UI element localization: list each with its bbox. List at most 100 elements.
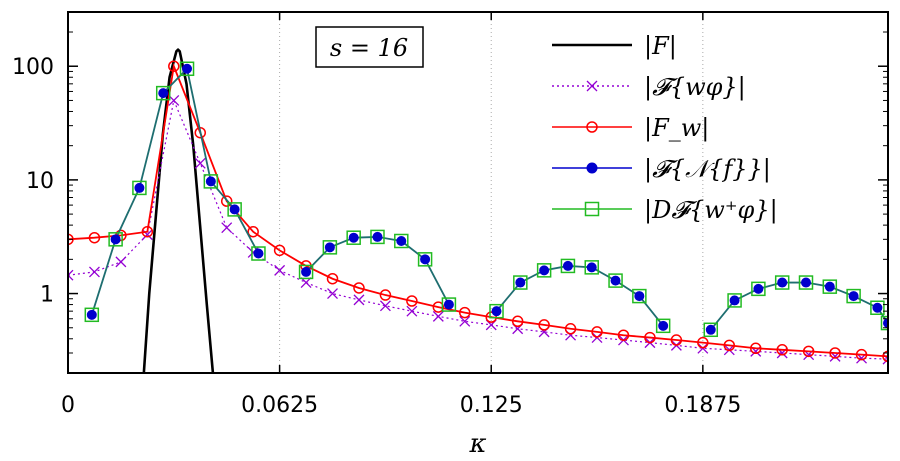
- series-Fw-point: [88, 231, 101, 244]
- series-FNf-point: [372, 231, 383, 242]
- series-Fw-point: [353, 282, 365, 294]
- series-FNf-point: [134, 182, 145, 193]
- series-DFw-point: [251, 246, 266, 261]
- series-DFw-point: [513, 275, 528, 290]
- y-tick-label-1: 10: [26, 169, 54, 194]
- series-FNf-point: [848, 291, 859, 302]
- series-FNf-point: [801, 277, 811, 288]
- series-DFw-point: [179, 61, 195, 77]
- series-DFw-point: [584, 260, 599, 275]
- series-Fw-point: [379, 289, 392, 301]
- series-FNf-point: [610, 275, 621, 286]
- series-FNf-point: [883, 318, 888, 329]
- series-FNf-point: [229, 204, 240, 215]
- series-Fw-point: [723, 339, 736, 352]
- series-FNf-point: [253, 248, 264, 259]
- series-Fw-point: [776, 344, 788, 356]
- series-Fw-point: [564, 323, 577, 335]
- series-DFw-point: [703, 322, 719, 338]
- series-FNf-point: [705, 324, 716, 335]
- series-DFw-point: [774, 275, 790, 290]
- series-DFw-point: [155, 85, 171, 101]
- series-DFw-point: [822, 279, 838, 294]
- series-Fw-point: [802, 345, 815, 358]
- legend-label-2: |F_w|: [644, 114, 709, 143]
- series-Fw-point: [829, 347, 841, 359]
- series-DFw-point: [751, 281, 766, 297]
- y-tick-label-2: 100: [12, 55, 54, 80]
- series-layer: [68, 48, 888, 373]
- series-FNf-point: [586, 262, 597, 273]
- series-DFw-point: [417, 252, 433, 267]
- series-Fw-point: [168, 60, 180, 72]
- series-DFw-point: [298, 264, 314, 280]
- series-Fwphi-point: [406, 305, 418, 317]
- series-Fw-point: [432, 301, 445, 313]
- legend-label-1: |𝓕{wφ}|: [644, 73, 746, 102]
- series-DFw-point: [880, 315, 888, 331]
- series-Fw-point: [617, 329, 630, 341]
- series-DFw-point: [132, 180, 147, 196]
- series-FNf-point: [182, 63, 193, 74]
- legend: |F| |𝓕{wφ}| |F_w| |𝓕{𝒩{f}}| |D𝓕{w⁺φ}|: [552, 32, 778, 225]
- legend-label-3: |𝓕{𝒩{f}}|: [644, 155, 771, 184]
- series-DFw-point: [203, 174, 219, 189]
- series-DFw-point: [870, 300, 885, 316]
- series-FNf-point: [539, 265, 550, 276]
- series-Fw-point: [273, 244, 286, 257]
- x-tick-label-3: 0.1875: [664, 393, 741, 418]
- series-FNf-point: [872, 302, 883, 313]
- series-FNf-point: [562, 260, 573, 271]
- legend-marker-3: [586, 162, 598, 174]
- annotation-frame: [315, 26, 424, 68]
- plot-frame: [67, 11, 889, 374]
- series-Fw-point: [538, 319, 550, 331]
- series-FNf-point: [777, 277, 788, 288]
- series-Fw-point: [511, 315, 524, 328]
- series-Fwphi-point: [115, 256, 127, 268]
- series-FNf-point: [324, 242, 335, 253]
- series-DFw-point: [84, 307, 100, 323]
- series-FNf-point: [420, 254, 431, 265]
- series-FNf-point: [729, 295, 740, 306]
- x-tick-label-0: 0: [61, 393, 75, 418]
- series-Fwphi-point: [194, 157, 206, 169]
- legend-marker-2: [586, 121, 598, 133]
- series-Fw-point: [247, 225, 259, 238]
- series-Fw-point: [644, 331, 656, 344]
- series-Fwphi-point: [379, 300, 391, 312]
- series-FNf-point: [86, 309, 97, 320]
- legend-label-0: |F|: [644, 32, 677, 61]
- legend-label-4: |D𝓕{w⁺φ}|: [644, 196, 778, 225]
- series-DFw-point: [346, 230, 361, 245]
- series-DFw-point: [727, 293, 742, 308]
- series-FNf-segment-0: [90, 66, 260, 316]
- series-Fw-point: [882, 350, 888, 363]
- series-DFw-point: [632, 288, 647, 304]
- annotation-box: s = 16: [315, 26, 424, 68]
- series-FNf-point: [491, 306, 502, 317]
- series-Fwphi-point: [274, 264, 286, 276]
- series-DFw-point: [370, 229, 385, 245]
- series-DFw-point: [322, 240, 338, 255]
- x-axis-title: κ: [468, 429, 486, 459]
- series-Fw-point: [220, 195, 233, 207]
- series-DFw-point: [798, 275, 814, 290]
- series-Fw-point: [697, 336, 709, 349]
- series-FNf-point: [634, 291, 645, 302]
- series-FNf-point: [515, 277, 526, 288]
- series-DFw-point: [846, 288, 861, 304]
- series-DFw-point: [227, 202, 242, 217]
- series-FNf-point: [396, 235, 407, 246]
- series-FNf-point: [158, 88, 169, 99]
- series-Fwphi-point: [88, 266, 100, 278]
- series-Fw-point: [855, 348, 868, 361]
- series-Fwphi-point: [221, 222, 233, 234]
- series-Fw-point: [591, 326, 603, 338]
- series-DFw-point: [608, 273, 623, 288]
- series-FNf-point: [205, 176, 216, 187]
- series-Fw-point: [749, 342, 762, 355]
- series-Fwphi-point: [353, 294, 365, 306]
- series-DFw-point: [394, 233, 409, 249]
